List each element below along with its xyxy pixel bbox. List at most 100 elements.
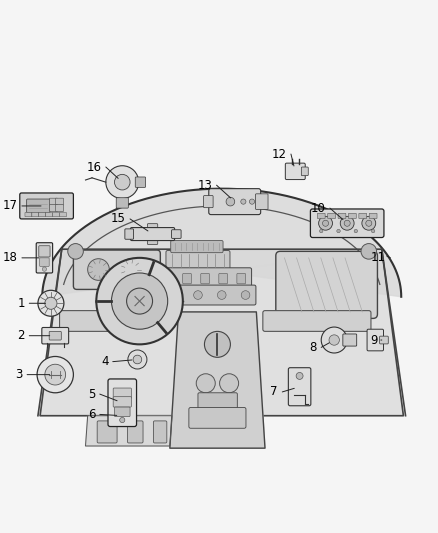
Circle shape: [42, 267, 46, 271]
FancyBboxPatch shape: [20, 193, 74, 219]
Text: 17: 17: [3, 199, 18, 213]
FancyBboxPatch shape: [171, 240, 223, 253]
Text: 1: 1: [18, 297, 25, 310]
Text: 9: 9: [370, 334, 378, 346]
FancyBboxPatch shape: [42, 327, 69, 344]
FancyBboxPatch shape: [114, 407, 130, 417]
Text: 7: 7: [271, 385, 278, 399]
Circle shape: [241, 290, 250, 300]
FancyBboxPatch shape: [39, 246, 50, 257]
FancyBboxPatch shape: [131, 228, 175, 240]
FancyBboxPatch shape: [74, 250, 160, 289]
FancyBboxPatch shape: [359, 213, 367, 219]
Circle shape: [371, 229, 375, 233]
FancyBboxPatch shape: [276, 252, 378, 318]
FancyBboxPatch shape: [201, 273, 209, 284]
Text: 10: 10: [311, 201, 325, 215]
FancyBboxPatch shape: [285, 163, 305, 180]
FancyBboxPatch shape: [97, 421, 117, 443]
Circle shape: [68, 244, 83, 259]
Circle shape: [96, 258, 183, 344]
FancyBboxPatch shape: [172, 230, 181, 238]
FancyBboxPatch shape: [49, 205, 57, 212]
Text: 16: 16: [87, 160, 102, 174]
FancyBboxPatch shape: [380, 336, 388, 344]
FancyBboxPatch shape: [343, 334, 357, 346]
FancyBboxPatch shape: [27, 199, 50, 213]
Text: 4: 4: [101, 355, 109, 368]
Text: 6: 6: [88, 408, 95, 421]
Circle shape: [106, 166, 139, 199]
Circle shape: [170, 290, 179, 300]
Text: 15: 15: [111, 213, 126, 225]
Circle shape: [133, 355, 142, 364]
FancyBboxPatch shape: [36, 243, 53, 273]
Circle shape: [114, 174, 130, 190]
Circle shape: [249, 199, 254, 204]
FancyBboxPatch shape: [153, 421, 167, 443]
Polygon shape: [85, 416, 172, 446]
Circle shape: [340, 216, 354, 230]
FancyBboxPatch shape: [39, 213, 46, 217]
FancyBboxPatch shape: [32, 213, 39, 217]
FancyBboxPatch shape: [49, 332, 61, 340]
Text: 5: 5: [88, 387, 95, 401]
FancyBboxPatch shape: [162, 268, 251, 288]
FancyBboxPatch shape: [338, 213, 346, 219]
Circle shape: [296, 373, 303, 379]
FancyBboxPatch shape: [204, 196, 213, 208]
Polygon shape: [42, 189, 401, 297]
Circle shape: [127, 288, 152, 314]
FancyBboxPatch shape: [328, 213, 336, 219]
Circle shape: [38, 290, 64, 316]
FancyBboxPatch shape: [56, 205, 64, 212]
Circle shape: [45, 297, 57, 309]
Text: 8: 8: [310, 341, 317, 354]
Circle shape: [120, 259, 142, 280]
Circle shape: [362, 216, 376, 230]
FancyBboxPatch shape: [237, 273, 246, 284]
Circle shape: [322, 220, 328, 227]
FancyBboxPatch shape: [125, 229, 134, 239]
Text: 18: 18: [3, 252, 18, 264]
FancyBboxPatch shape: [113, 388, 131, 398]
FancyBboxPatch shape: [189, 408, 246, 428]
Circle shape: [344, 220, 350, 227]
FancyBboxPatch shape: [166, 251, 230, 270]
Circle shape: [45, 364, 66, 385]
FancyBboxPatch shape: [46, 213, 53, 217]
Polygon shape: [40, 249, 403, 416]
FancyBboxPatch shape: [301, 167, 308, 176]
Circle shape: [337, 229, 340, 233]
Circle shape: [196, 374, 215, 393]
Circle shape: [111, 273, 168, 329]
Circle shape: [321, 327, 347, 353]
Circle shape: [329, 335, 339, 345]
Circle shape: [319, 229, 323, 233]
Circle shape: [128, 350, 147, 369]
FancyBboxPatch shape: [116, 198, 128, 208]
FancyBboxPatch shape: [113, 397, 131, 407]
Circle shape: [205, 332, 230, 357]
Circle shape: [217, 290, 226, 300]
FancyBboxPatch shape: [209, 189, 261, 215]
FancyBboxPatch shape: [40, 258, 49, 266]
Polygon shape: [170, 312, 265, 448]
FancyBboxPatch shape: [56, 198, 64, 205]
Circle shape: [120, 417, 125, 423]
FancyBboxPatch shape: [367, 329, 384, 351]
Text: 11: 11: [371, 252, 386, 264]
FancyBboxPatch shape: [25, 213, 32, 217]
FancyBboxPatch shape: [127, 421, 143, 443]
FancyBboxPatch shape: [349, 213, 356, 219]
FancyBboxPatch shape: [165, 273, 173, 284]
Circle shape: [366, 220, 372, 227]
FancyBboxPatch shape: [311, 209, 384, 238]
Text: 3: 3: [15, 368, 23, 381]
FancyBboxPatch shape: [255, 194, 268, 209]
FancyBboxPatch shape: [166, 285, 256, 305]
Circle shape: [354, 229, 357, 233]
Circle shape: [37, 357, 74, 393]
Circle shape: [194, 290, 202, 300]
Circle shape: [241, 199, 246, 204]
